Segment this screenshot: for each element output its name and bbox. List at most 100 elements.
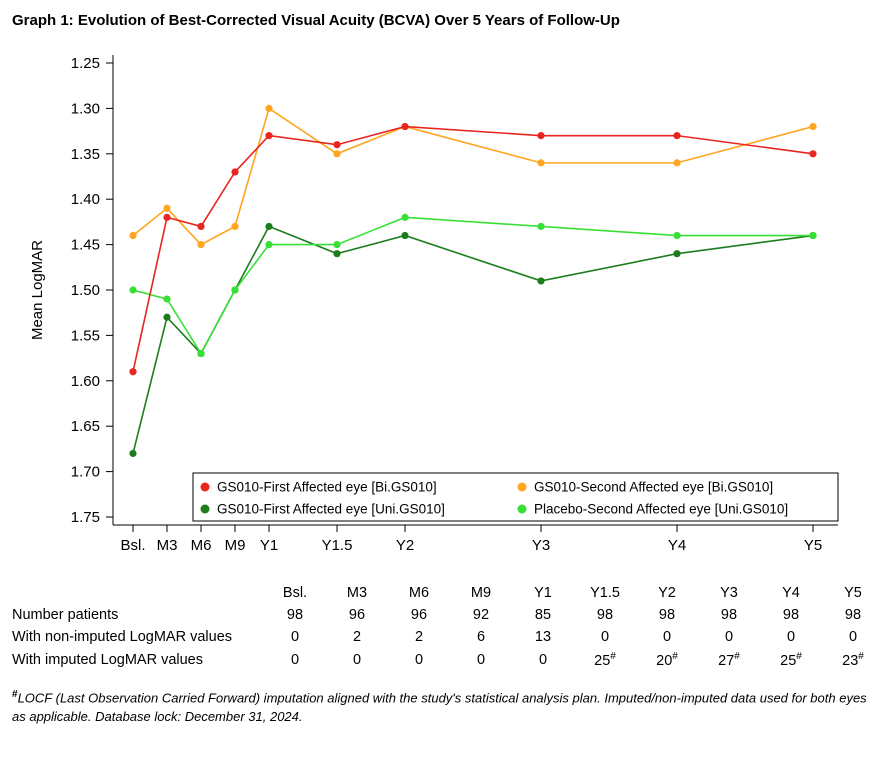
table-column-header: Y2 xyxy=(658,585,676,601)
data-point-series-0 xyxy=(809,150,817,158)
table-row-label: With non-imputed LogMAR values xyxy=(12,629,233,645)
y-tick-label: 1.45 xyxy=(71,237,100,254)
x-tick-label: Y2 xyxy=(396,537,414,554)
series-line-3 xyxy=(132,216,813,356)
y-tick-label: 1.35 xyxy=(71,146,100,163)
data-point-series-2 xyxy=(333,250,341,258)
data-point-series-1 xyxy=(163,204,171,212)
y-tick-label: 1.50 xyxy=(71,282,100,299)
data-point-series-2 xyxy=(265,222,273,231)
imputed-marker: # xyxy=(610,651,616,662)
data-point-series-3 xyxy=(401,213,409,221)
imputed-marker: # xyxy=(858,651,864,662)
table-cell: 13 xyxy=(534,629,552,645)
bcva-line-chart: 1.25 1.30 1.35 1.40 1.45 1.50 1.55 1.60 1.65 1.70… xyxy=(29,55,839,554)
table-cell: 0 xyxy=(352,651,362,668)
data-point-series-1 xyxy=(129,231,137,240)
data-point-series-1 xyxy=(197,241,205,249)
legend-marker-2 xyxy=(200,504,210,514)
table-cell: 85 xyxy=(534,607,552,623)
table-cell: 98 xyxy=(782,607,800,623)
x-tick-label: Y3 xyxy=(532,537,550,554)
data-point-series-3 xyxy=(197,349,205,358)
footnote-text: LOCF (Last Observation Carried Forward) … xyxy=(12,690,867,724)
data-point-series-0 xyxy=(231,168,239,176)
data-point-series-0 xyxy=(265,132,273,140)
data-point-series-0 xyxy=(537,132,545,140)
legend-label-3: Placebo-Second Affected eye [Uni.GS010] xyxy=(534,502,788,517)
y-axis-title: Mean LogMAR xyxy=(29,240,46,340)
table-column-header: Bsl. xyxy=(282,585,308,601)
data-point-series-2 xyxy=(673,250,681,258)
y-tick-label: 1.55 xyxy=(71,327,100,344)
legend-label-2: GS010-First Affected eye [Uni.GS010] xyxy=(217,502,445,517)
legend-marker-0 xyxy=(200,482,210,492)
x-tick-label: Y1.5 xyxy=(322,537,353,554)
series-line-0 xyxy=(132,125,814,372)
table-cell: 25# xyxy=(780,651,802,669)
data-point-series-2 xyxy=(163,313,171,321)
footnote-marker: # xyxy=(12,688,18,700)
legend-label-1: GS010-Second Affected eye [Bi.GS010] xyxy=(534,480,773,495)
table-row: With non-imputed LogMAR values 0 2 2 6 13 0 0 0 0… xyxy=(12,626,884,648)
y-tick-label: 1.30 xyxy=(71,100,100,117)
table-cell: 0 xyxy=(290,651,300,668)
data-point-series-1 xyxy=(231,222,239,231)
table-column-header: M9 xyxy=(470,585,492,601)
data-point-series-3 xyxy=(163,295,171,303)
data-point-series-0 xyxy=(673,132,681,140)
series-line-1 xyxy=(132,107,814,246)
table-cell: 6 xyxy=(476,629,486,645)
data-point-series-3 xyxy=(265,241,273,249)
table-cell: 98 xyxy=(286,607,304,623)
table-row-label: With imputed LogMAR values xyxy=(12,651,203,668)
imputed-marker: # xyxy=(734,651,740,662)
data-point-series-0 xyxy=(129,368,137,376)
table-cell: 0 xyxy=(724,629,734,645)
table-cell: 27# xyxy=(718,651,740,669)
data-point-series-1 xyxy=(333,150,341,158)
patient-count-table: Bsl. M3 M6 M9 Y1 Y1.5 Y2 Y3 Y4 Y5 Number patients 9… xyxy=(12,582,884,672)
table-cell: 0 xyxy=(786,629,796,645)
table-cell: 0 xyxy=(476,651,486,668)
page-title: Graph 1: Evolution of Best-Corrected Vis… xyxy=(12,12,620,29)
table-cell: 23# xyxy=(842,651,864,669)
table-cell: 98 xyxy=(596,607,614,623)
x-tick-label: Y1 xyxy=(260,537,278,554)
table-cell: 0 xyxy=(600,629,610,645)
table-cell: 25# xyxy=(594,651,616,669)
table-column-header: M3 xyxy=(346,585,368,601)
table-cell: 20# xyxy=(656,651,678,669)
x-tick-label: Y4 xyxy=(668,537,686,554)
table-column-header: Y4 xyxy=(782,585,800,601)
table-column-header: M6 xyxy=(408,585,430,601)
table-cell: 2 xyxy=(352,629,362,645)
legend-marker-3 xyxy=(517,504,527,514)
data-point-series-1 xyxy=(537,159,545,167)
table-row: Number patients 98 96 96 92 85 98 98 98 98 98 xyxy=(12,604,884,626)
data-point-series-3 xyxy=(809,231,817,240)
x-tick-label: Y5 xyxy=(804,537,822,554)
footnote: #LOCF (Last Observation Carried Forward)… xyxy=(12,688,879,727)
data-point-series-0 xyxy=(197,222,205,231)
table-cell: 96 xyxy=(348,607,366,623)
table-header-row: Bsl. M3 M6 M9 Y1 Y1.5 Y2 Y3 Y4 Y5 xyxy=(12,582,884,604)
data-point-series-0 xyxy=(333,141,341,149)
y-tick-label: 1.70 xyxy=(71,464,100,481)
table-row-label: Number patients xyxy=(12,607,119,623)
y-tick-label: 1.60 xyxy=(71,373,100,390)
x-tick-label: M6 xyxy=(191,537,212,554)
table-cell: 98 xyxy=(844,607,862,623)
data-point-series-3 xyxy=(231,286,239,294)
data-point-series-3 xyxy=(129,286,137,294)
table-column-header: Y5 xyxy=(844,585,862,601)
table-column-header: Y1.5 xyxy=(590,585,620,601)
x-tick-label: M3 xyxy=(157,537,178,554)
data-point-series-1 xyxy=(673,159,681,167)
table-row: With imputed LogMAR values 0 0 0 0 0 25# 20# 27#… xyxy=(12,648,884,672)
data-point-series-0 xyxy=(401,122,409,131)
imputed-marker: # xyxy=(672,651,678,662)
data-point-series-3 xyxy=(333,241,341,249)
legend-marker-1 xyxy=(517,482,527,492)
table-header-empty xyxy=(12,582,264,604)
